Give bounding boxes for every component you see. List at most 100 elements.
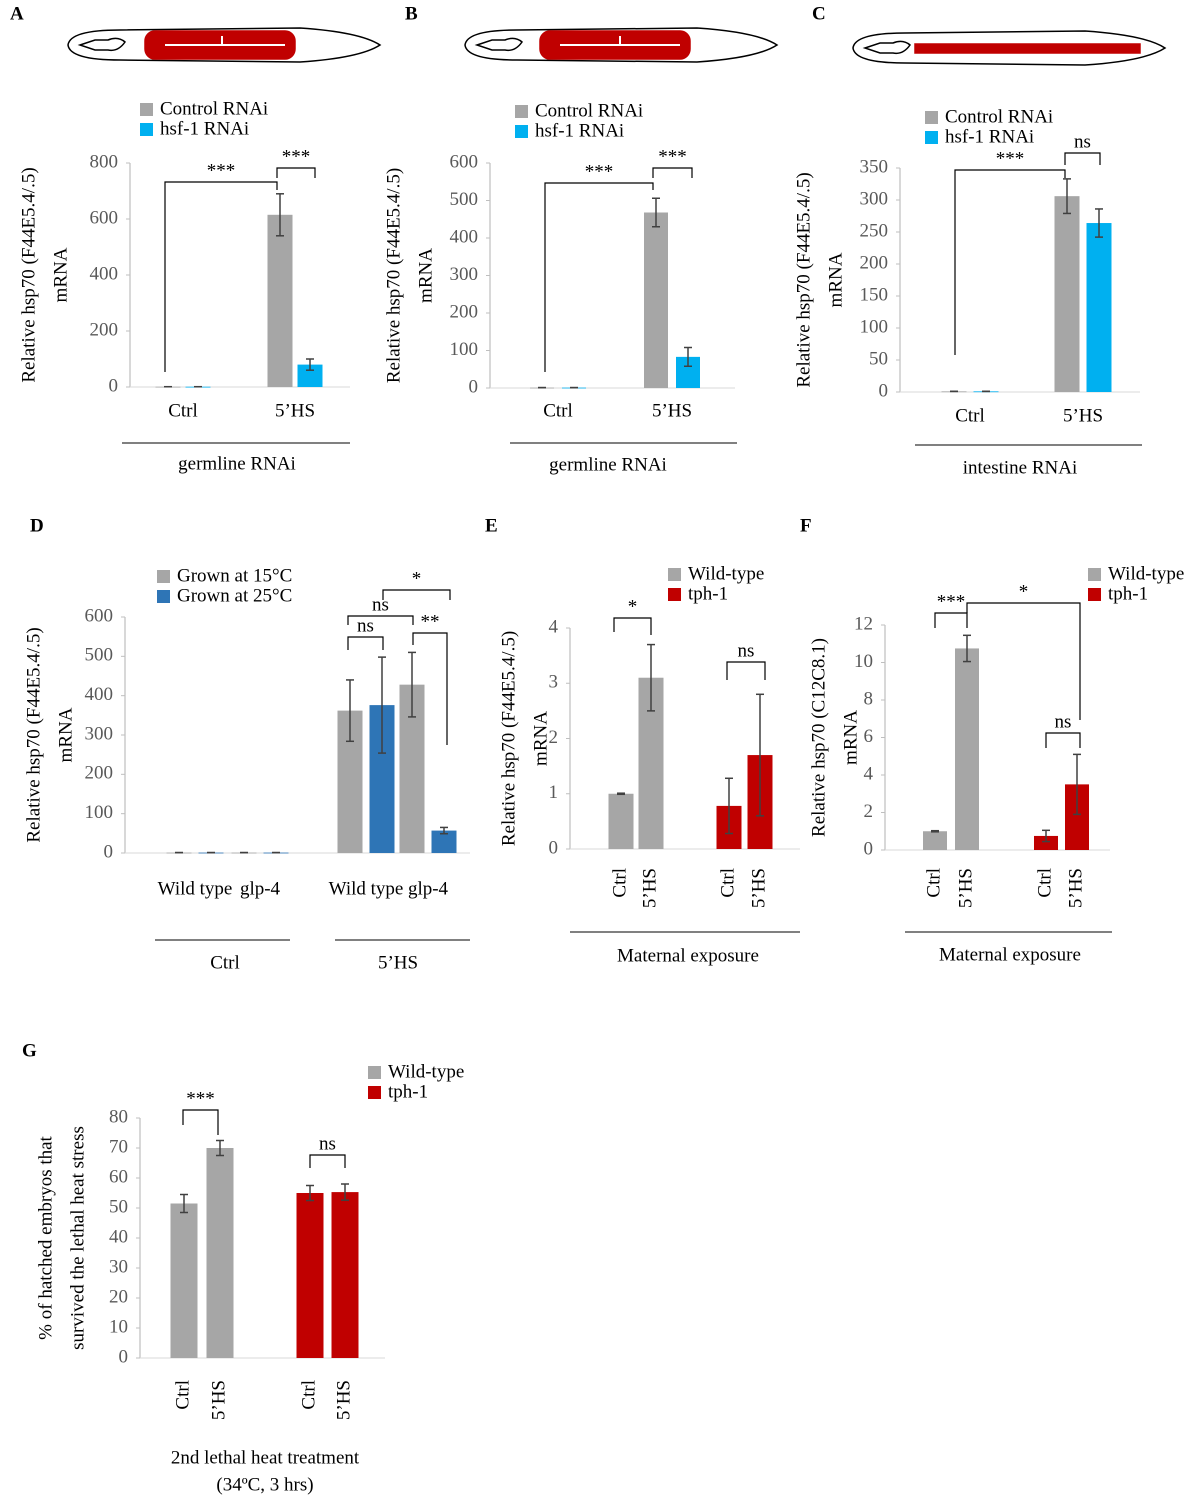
error-bar — [180, 1193, 188, 1214]
x-tick-label: Ctrl — [923, 868, 944, 898]
y-tick-label: 100 — [85, 802, 114, 823]
significance-bracket — [182, 1109, 219, 1135]
y-axis-label: Relative hsp70 (F44E5.4/.5) — [498, 631, 519, 846]
error-bar — [276, 193, 284, 237]
bar — [431, 830, 457, 853]
y-tick-label: 80 — [109, 1106, 128, 1127]
x-tick-label: Ctrl — [955, 405, 985, 426]
y-tick-label: 0 — [864, 838, 874, 859]
legend-label: Wild-type — [688, 563, 764, 584]
error-bar — [963, 634, 971, 663]
x-tick-label: 5’HS — [748, 868, 769, 908]
legend-swatch — [157, 590, 170, 603]
error-bar — [346, 679, 354, 743]
y-tick-label: 1 — [549, 782, 559, 803]
legend-label: hsf-1 RNAi — [160, 118, 249, 139]
worm-icon — [852, 30, 1167, 66]
significance-label: *** — [186, 1088, 215, 1109]
y-tick-label: 500 — [450, 189, 479, 210]
group-label: Ctrl — [210, 952, 240, 973]
y-axis-label: mRNA — [415, 248, 436, 303]
significance-bracket — [347, 636, 384, 650]
error-bar — [341, 1183, 349, 1201]
y-tick-label: 100 — [450, 339, 479, 360]
y-tick-label: 300 — [860, 188, 889, 209]
legend-label: hsf-1 RNAi — [535, 120, 624, 141]
y-tick-label: 3 — [549, 672, 559, 693]
y-tick-label: 12 — [854, 613, 873, 634]
y-tick-label: 600 — [90, 207, 119, 228]
y-tick-label: 0 — [119, 1346, 129, 1367]
bar — [955, 648, 979, 850]
significance-bracket — [613, 617, 652, 635]
y-tick-label: 20 — [109, 1286, 128, 1307]
y-tick-label: 100 — [860, 316, 889, 337]
y-tick-label: 6 — [864, 726, 874, 747]
x-tick-label: 5’HS — [1065, 868, 1086, 908]
legend-swatch — [157, 570, 170, 583]
error-bar — [1073, 753, 1081, 816]
y-tick-label: 30 — [109, 1256, 128, 1277]
panel-letter: E — [485, 515, 498, 536]
bar — [297, 364, 323, 387]
y-tick-label: 4 — [864, 763, 874, 784]
group-label: germline RNAi — [178, 453, 296, 474]
y-tick-label: 10 — [109, 1316, 128, 1337]
y-axis-label: mRNA — [50, 247, 71, 302]
bar — [206, 1148, 234, 1358]
y-tick-label: 0 — [549, 837, 559, 858]
significance-bracket — [382, 589, 451, 600]
significance-label: * — [628, 596, 638, 617]
significance-bracket — [276, 167, 316, 178]
x-tick-label: Ctrl — [298, 1380, 319, 1410]
legend-swatch — [368, 1066, 381, 1079]
significance-label: *** — [937, 591, 966, 612]
error-bar — [378, 656, 386, 754]
y-tick-label: 200 — [860, 252, 889, 273]
legend-swatch — [515, 125, 528, 138]
y-axis-label: mRNA — [55, 707, 76, 762]
significance-label: *** — [282, 146, 311, 167]
significance-label: ns — [1074, 131, 1091, 152]
y-tick-label: 350 — [860, 156, 889, 177]
x-tick-label: 5’HS — [275, 400, 315, 421]
y-tick-label: 200 — [450, 301, 479, 322]
x-tick-label: Ctrl — [168, 400, 198, 421]
y-tick-label: 0 — [104, 841, 114, 862]
y-tick-label: 400 — [450, 226, 479, 247]
significance-label: ns — [319, 1133, 336, 1154]
y-tick-label: 4 — [549, 616, 559, 637]
legend-label: Wild-type — [1108, 563, 1184, 584]
x-tick-label: Ctrl — [609, 868, 630, 898]
y-axis-label: Relative hsp70 (F44E5.4/.5) — [23, 627, 44, 842]
panel-letter: G — [22, 1040, 37, 1061]
y-tick-label: 50 — [869, 348, 888, 369]
significance-bracket — [347, 615, 414, 625]
bar — [923, 831, 947, 850]
bar — [1086, 223, 1112, 392]
significance-bracket — [1045, 732, 1081, 748]
legend-label: Control RNAi — [945, 106, 1053, 127]
y-tick-label: 200 — [85, 763, 114, 784]
error-bar — [1042, 829, 1050, 843]
significance-label: *** — [996, 148, 1025, 169]
x-tick-label: Ctrl — [172, 1380, 193, 1410]
legend-label: tph-1 — [1108, 583, 1148, 604]
significance-label: * — [412, 568, 422, 589]
legend-swatch — [140, 103, 153, 116]
group-label: Maternal exposure — [617, 945, 759, 966]
legend-label: hsf-1 RNAi — [945, 126, 1034, 147]
legend-label: Grown at 15°C — [177, 565, 292, 586]
x-tick-label: Wild type — [329, 878, 404, 899]
y-axis-label: mRNA — [840, 710, 861, 765]
legend-swatch — [668, 588, 681, 601]
y-tick-label: 8 — [864, 688, 874, 709]
group-label: (34ºC, 3 hrs) — [216, 1474, 313, 1495]
worm-icon — [464, 27, 779, 63]
legend-swatch — [515, 105, 528, 118]
significance-label: ns — [357, 615, 374, 636]
legend-swatch — [668, 568, 681, 581]
x-tick-label: 5’HS — [652, 400, 692, 421]
significance-label: ns — [372, 594, 389, 615]
